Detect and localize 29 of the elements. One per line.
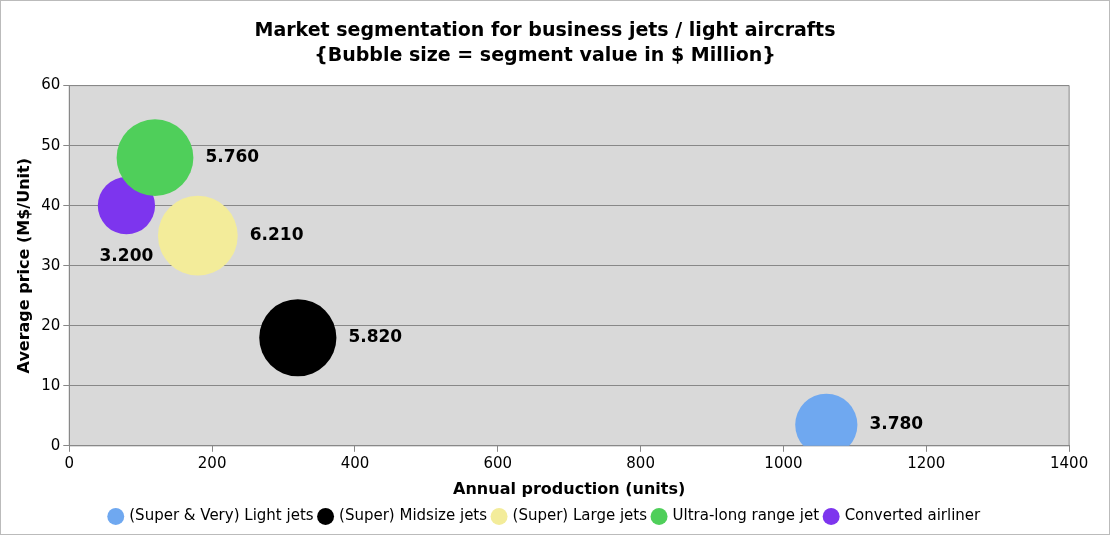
legend-label: Ultra-long range jet: [672, 506, 820, 525]
chart-title: Market segmentation for business jets / light aircrafts: [254, 18, 836, 41]
x-tick-label: 1000: [764, 453, 803, 472]
x-tick-label: 400: [340, 453, 370, 472]
y-tick-label: 30: [41, 255, 61, 274]
chart-subtitle: {Bubble size = segment value in $ Million}: [314, 43, 776, 66]
legend-label: (Super & Very) Light jets: [129, 506, 314, 525]
legend-label: (Super) Large jets: [512, 506, 648, 525]
data-label: 6.210: [249, 224, 304, 245]
data-label: 5.760: [205, 146, 260, 167]
y-axis-title: Average price (M$/Unit): [13, 157, 33, 374]
x-tick-label: 600: [483, 453, 513, 472]
y-tick-label: 0: [50, 435, 61, 454]
y-tick-label: 10: [41, 375, 61, 394]
x-tick-label: 200: [197, 453, 227, 472]
data-label: 3.780: [869, 413, 924, 434]
x-tick-label: 1200: [907, 453, 946, 472]
y-tick-label: 50: [41, 135, 61, 154]
data-label: 3.200: [99, 244, 154, 265]
data-label: 5.820: [348, 326, 403, 347]
legend-label: Converted airliner: [844, 506, 982, 525]
y-tick-label: 40: [41, 195, 61, 214]
y-tick-label: 20: [41, 315, 61, 334]
x-tick-label: 1400: [1050, 453, 1089, 472]
x-tick-label: 0: [64, 453, 75, 472]
legend-label: (Super) Midsize jets: [339, 506, 488, 525]
x-axis-title: Annual production (units): [453, 478, 686, 498]
y-tick-label: 60: [41, 75, 61, 94]
x-tick-label: 800: [626, 453, 655, 472]
